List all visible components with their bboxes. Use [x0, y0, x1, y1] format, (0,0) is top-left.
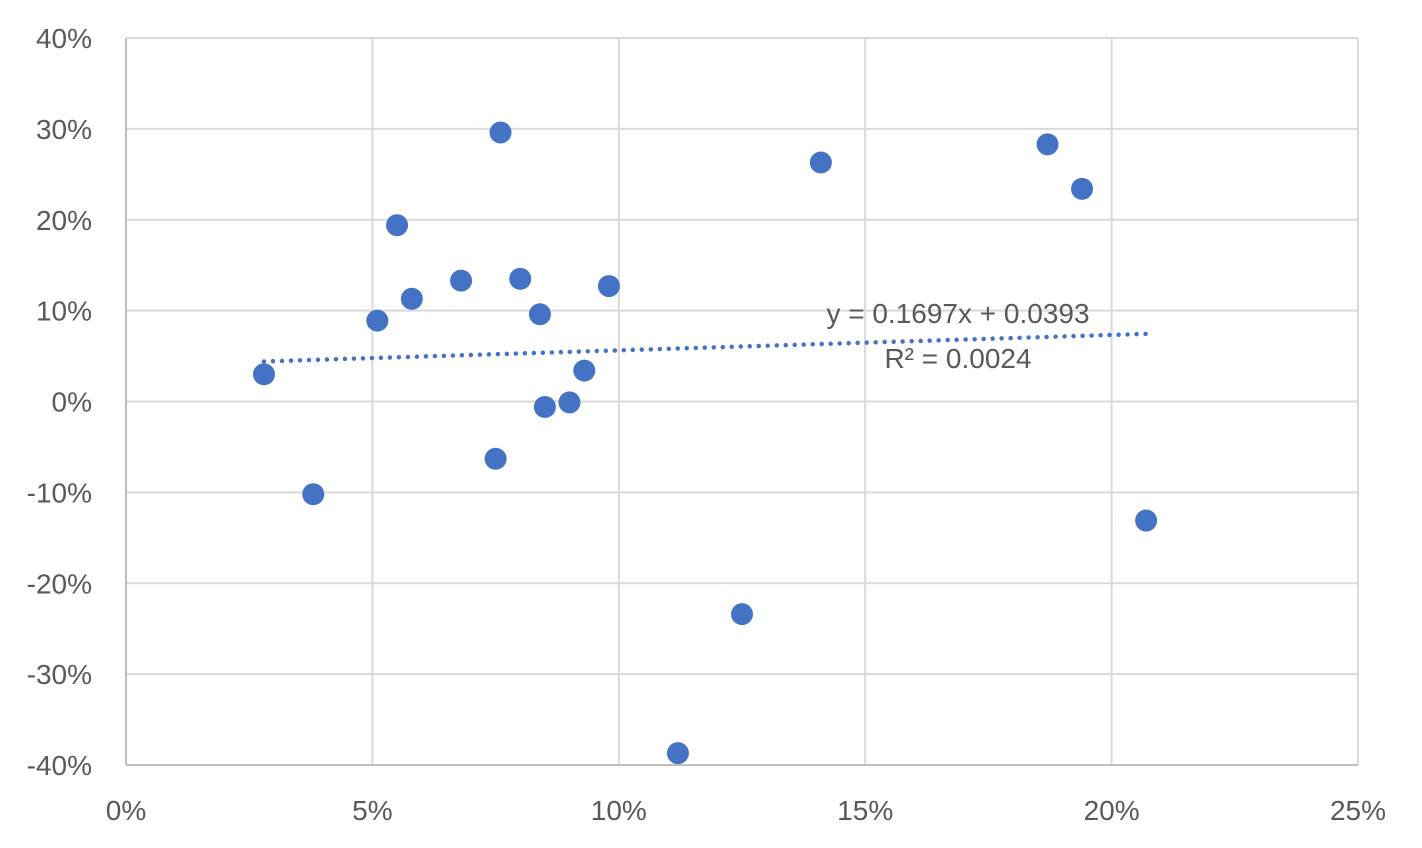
- data-point: [302, 483, 325, 506]
- y-tick-label: 10%: [36, 296, 92, 327]
- data-point: [1036, 133, 1059, 156]
- data-point: [1135, 509, 1158, 532]
- y-tick-label: -10%: [27, 477, 92, 508]
- data-point: [666, 742, 689, 765]
- data-point: [533, 395, 556, 418]
- y-tick-label: -20%: [27, 568, 92, 599]
- data-point: [489, 121, 512, 144]
- data-point: [1071, 177, 1094, 200]
- x-tick-label: 5%: [352, 795, 392, 826]
- data-point: [809, 151, 832, 174]
- data-point: [400, 287, 423, 310]
- data-point: [386, 214, 409, 237]
- data-point: [484, 447, 507, 470]
- data-point: [450, 269, 473, 292]
- y-tick-label: 30%: [36, 114, 92, 145]
- x-tick-label: 25%: [1330, 795, 1386, 826]
- y-tick-label: 20%: [36, 205, 92, 236]
- axes: [125, 38, 1358, 766]
- x-tick-label: 20%: [1084, 795, 1140, 826]
- trendline-r-squared: R² = 0.0024: [884, 343, 1031, 374]
- x-tick-label: 10%: [591, 795, 647, 826]
- y-tick-label: -40%: [27, 750, 92, 781]
- data-point: [573, 359, 596, 382]
- trendline-group: [261, 331, 1149, 364]
- y-axis-tick-labels: 40% 30% 20% 10% 0% -10% -20% -30% -40%: [27, 23, 92, 781]
- data-points: [252, 121, 1158, 765]
- data-point: [558, 391, 581, 414]
- trendline-equation: y = 0.1697x + 0.0393: [826, 298, 1089, 329]
- data-point: [597, 275, 620, 298]
- data-point: [731, 603, 753, 626]
- y-tick-label: 40%: [36, 23, 92, 54]
- y-tick-label: -30%: [27, 659, 92, 690]
- x-tick-label: 0%: [106, 795, 146, 826]
- data-point: [366, 309, 389, 332]
- linear-trendline: [261, 331, 1149, 364]
- data-point: [528, 303, 551, 326]
- y-tick-label: 0%: [52, 387, 92, 418]
- grid: [126, 37, 1359, 765]
- data-point: [509, 267, 532, 290]
- x-tick-label: 15%: [837, 795, 893, 826]
- trendline-annotation: y = 0.1697x + 0.0393 R² = 0.0024: [826, 298, 1089, 374]
- data-point: [252, 363, 275, 386]
- x-axis-tick-labels: 0% 5% 10% 15% 20% 25%: [106, 795, 1386, 826]
